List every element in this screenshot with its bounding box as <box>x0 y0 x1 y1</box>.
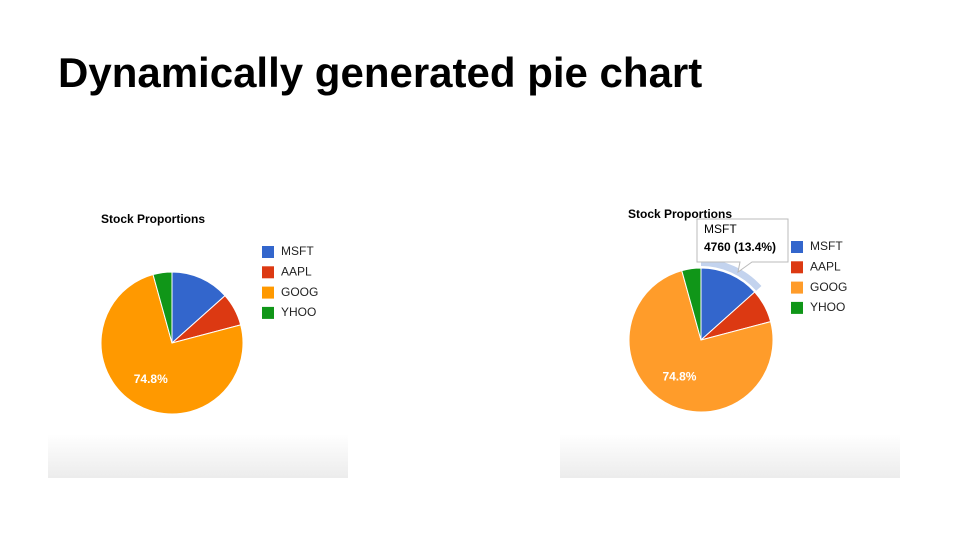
legend-label: YHOO <box>281 305 316 319</box>
pie-slice <box>171 271 226 345</box>
pie-slice <box>100 273 244 415</box>
legend-label: GOOG <box>810 280 847 294</box>
legend-label: AAPL <box>810 259 841 273</box>
pie-slice <box>681 267 702 341</box>
chart: Stock Proportions MSFT AAPL 74.8% GOOG YHOO <box>48 185 348 478</box>
legend-swatch <box>791 281 803 294</box>
tooltip-text: 4760 (13.4%) <box>704 240 776 254</box>
pie-slice <box>628 269 774 413</box>
chart-title: Stock Proportions <box>101 212 205 226</box>
legend-swatch <box>262 286 274 299</box>
legend-label: MSFT <box>810 239 843 253</box>
legend-swatch <box>262 246 274 258</box>
hover-ring <box>701 259 762 291</box>
slice-label: 74.8% <box>662 370 696 384</box>
slide-title: Dynamically generated pie chart <box>58 49 702 96</box>
pie-slice <box>152 271 173 344</box>
tooltip-box <box>696 218 789 274</box>
legend-label: AAPL <box>281 264 312 278</box>
chart-title: Stock Proportions <box>628 207 732 221</box>
legend-label: MSFT <box>281 244 314 258</box>
slice-label: 74.8% <box>134 372 168 386</box>
chart: Stock ProportionsMSFTAAPL74.8%GOOGYHOOMS… <box>560 185 900 478</box>
legend-swatch <box>791 241 803 253</box>
legend-label: GOOG <box>281 285 318 299</box>
tooltip-title: MSFT <box>704 222 737 236</box>
legend-swatch <box>791 301 803 314</box>
pie-slice <box>700 267 756 342</box>
legend-label: YHOO <box>810 300 845 314</box>
legend-swatch <box>791 261 803 274</box>
legend-swatch <box>262 306 274 319</box>
legend-swatch <box>262 266 274 279</box>
